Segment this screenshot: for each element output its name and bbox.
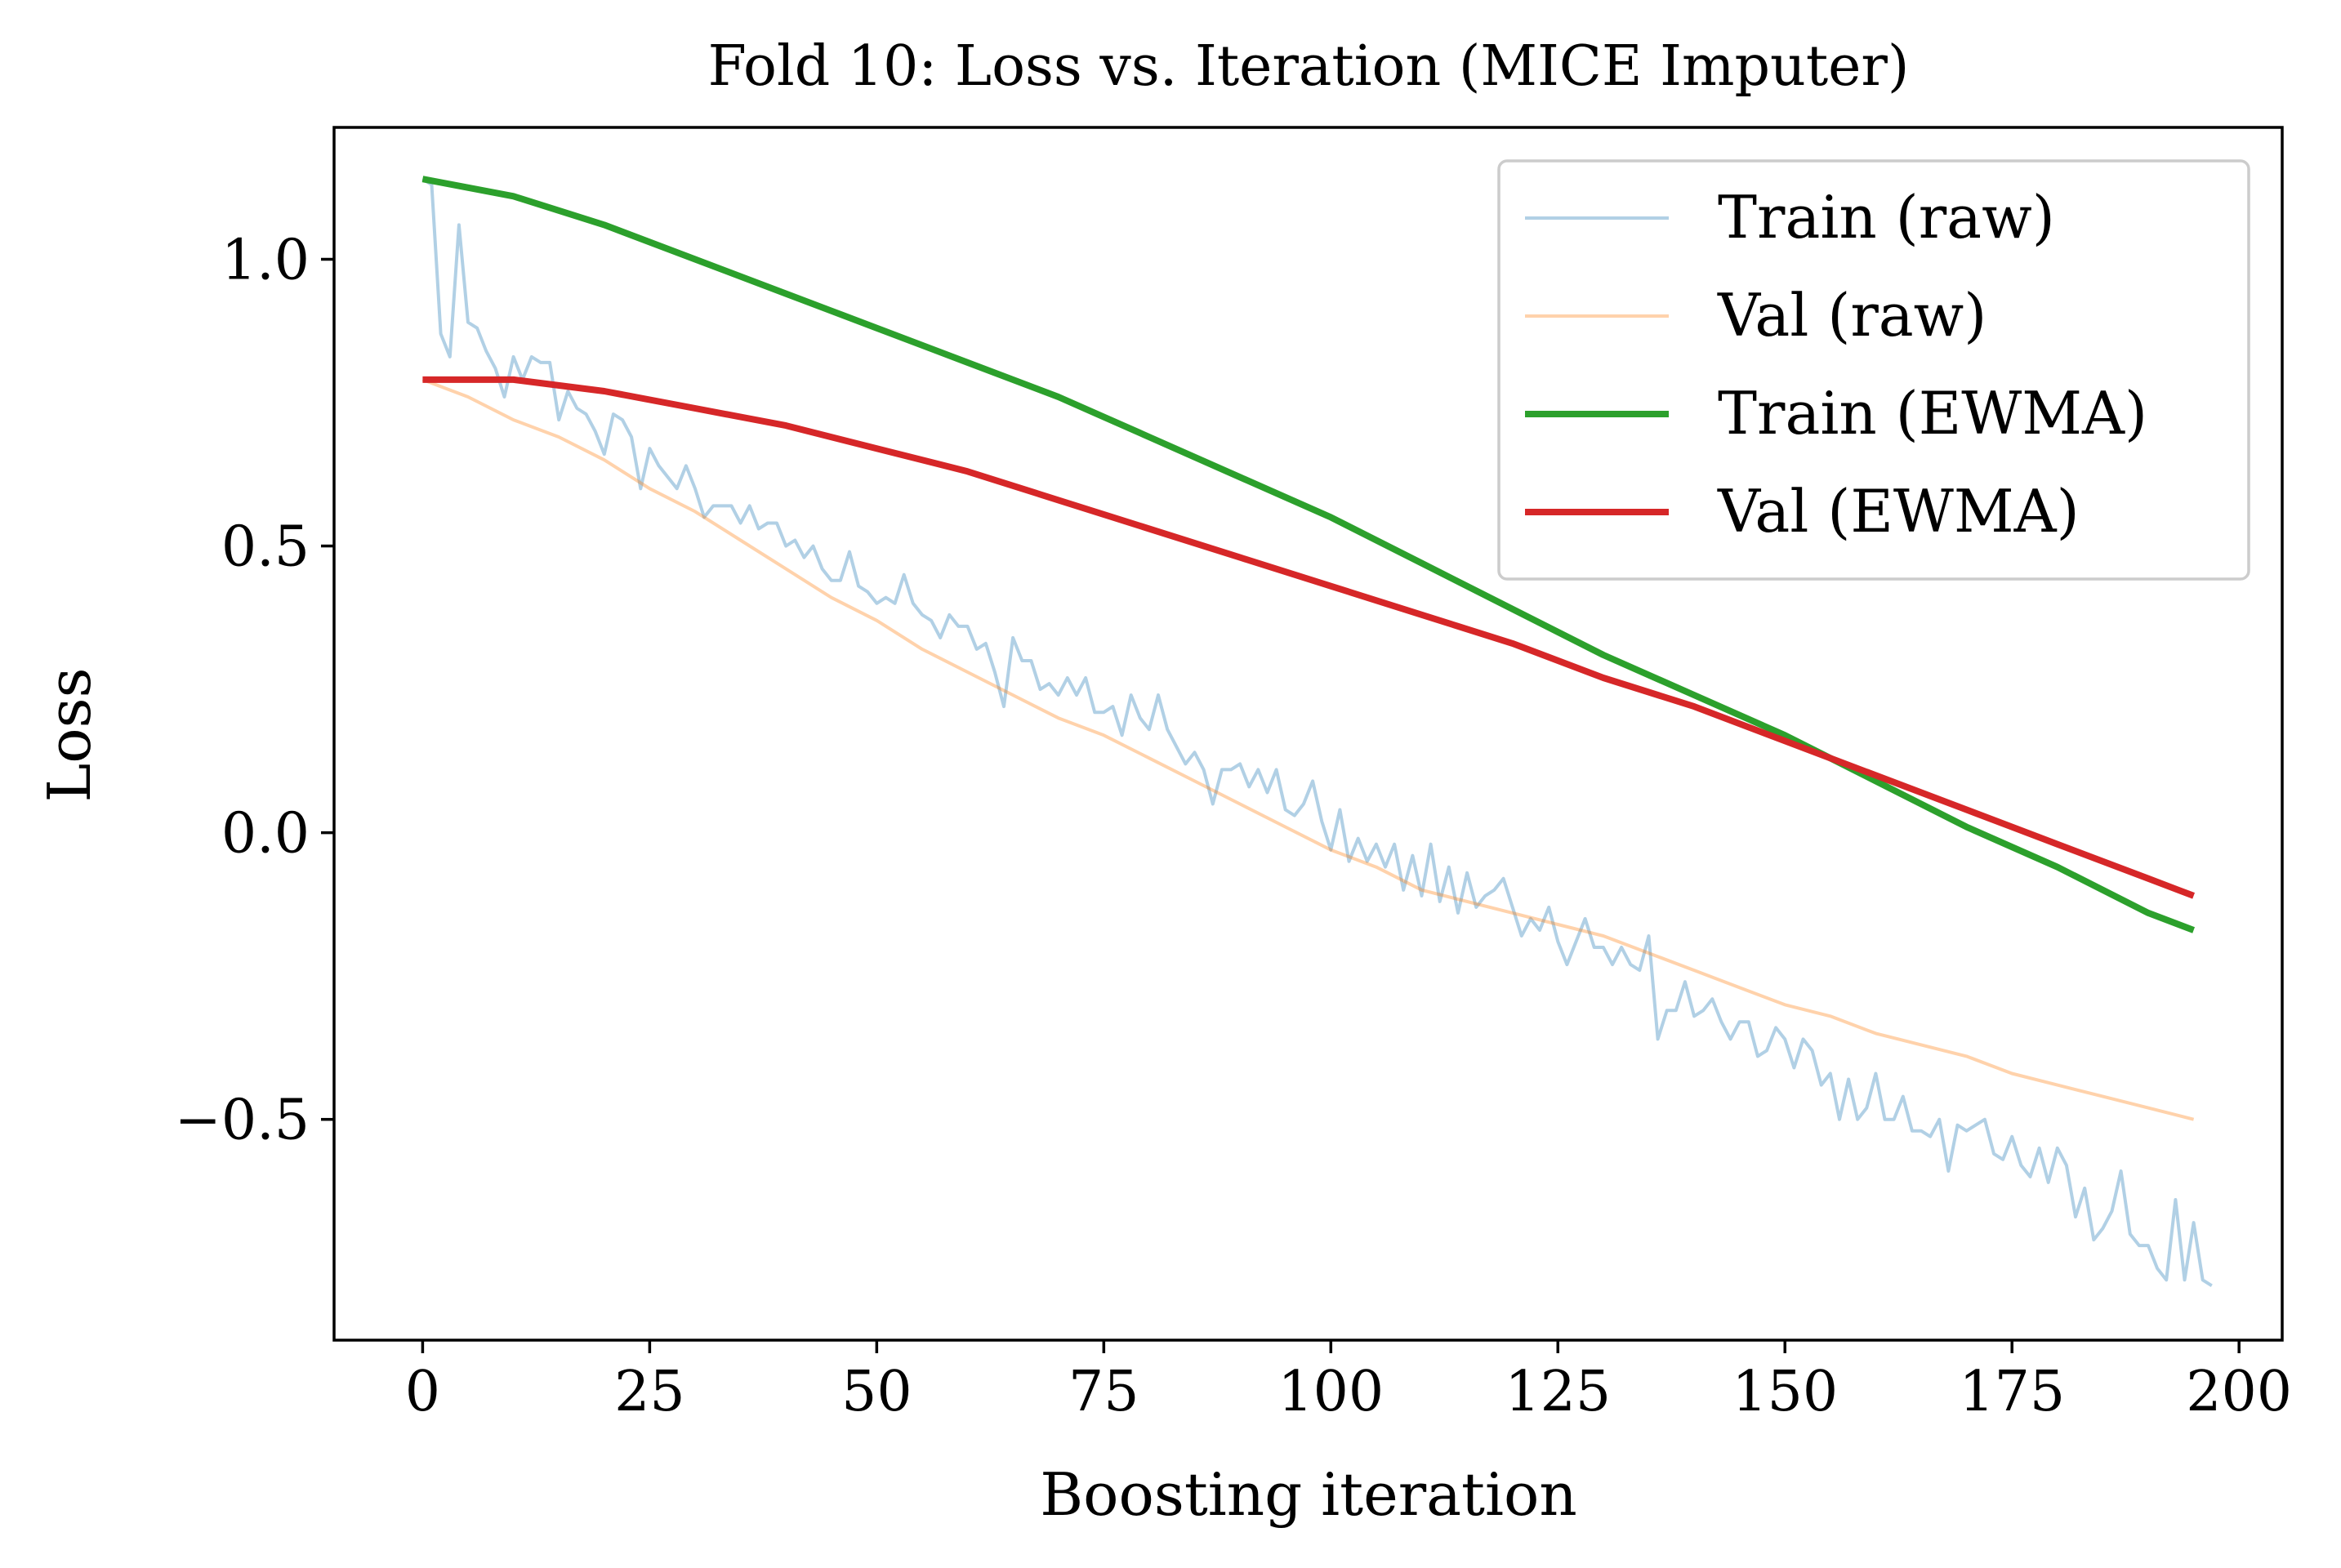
chart-title: Fold 10: Loss vs. Iteration (MICE Impute…: [708, 34, 1910, 99]
x-tick-label: 100: [1278, 1360, 1384, 1424]
legend-label: Val (raw): [1717, 281, 1987, 350]
x-tick-label: 0: [405, 1360, 440, 1424]
legend-label: Train (raw): [1718, 183, 2055, 252]
series-line-2: [421, 176, 2196, 933]
y-axis-label: Loss: [35, 667, 104, 802]
plot-frame: [332, 126, 2284, 1342]
series-line-3: [422, 376, 2196, 899]
y-tick-label: 0.5: [221, 515, 310, 580]
x-axis-label: Boosting iteration: [1040, 1460, 1576, 1529]
x-tick-label: 50: [841, 1360, 912, 1424]
axis-layer: 0 25 50 75 100 125 150 175 200 −0.5 0.0 0.5 1.0: [175, 228, 2292, 1424]
x-tick-label: 25: [614, 1360, 685, 1424]
x-tick-label: 125: [1505, 1360, 1611, 1424]
x-tick-label: 150: [1732, 1360, 1838, 1424]
y-tick-label: 0.0: [221, 802, 310, 866]
y-tick-label: −0.5: [175, 1089, 310, 1153]
legend-label: Val (EWMA): [1717, 477, 2080, 546]
legend-box: [1497, 159, 2250, 581]
x-tick-label: 75: [1068, 1360, 1139, 1424]
y-tick-label: 1.0: [221, 228, 310, 292]
x-tick-label: 175: [1959, 1360, 2065, 1424]
legend: Train (raw) Val (raw) Train (EWMA) Val (EWM…: [1497, 159, 2250, 581]
legend-label: Train (EWMA): [1718, 379, 2147, 448]
x-tick-label: 200: [2186, 1360, 2292, 1424]
series-layer: [421, 176, 2213, 1287]
series-line-0: [421, 177, 2213, 1287]
series-line-1: [421, 378, 2195, 1121]
